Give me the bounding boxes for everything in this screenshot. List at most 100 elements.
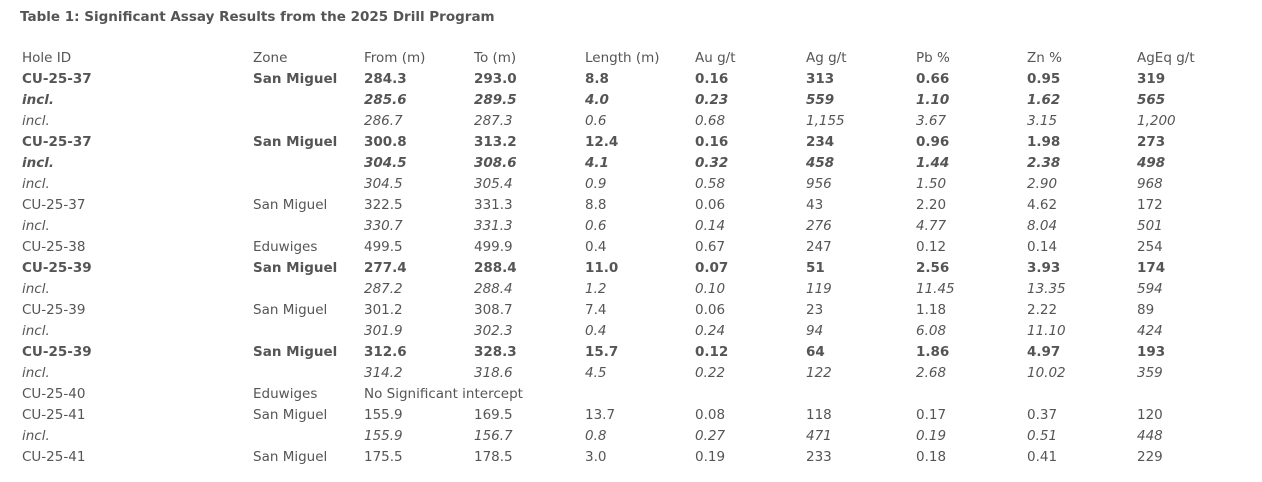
table-cell: 11.45	[916, 281, 955, 297]
table-cell: CU-25-37	[22, 197, 86, 213]
table-cell: 0.67	[695, 239, 726, 255]
table-cell: 0.10	[695, 281, 726, 297]
table-cell: 1,155	[806, 113, 845, 129]
table-cell: 301.2	[364, 302, 403, 318]
table-cell: 501	[1137, 218, 1163, 234]
table-cell: incl.	[22, 281, 50, 297]
table-cell: San Miguel	[253, 302, 328, 318]
table-cell	[251, 174, 362, 195]
column-header: From (m)	[364, 50, 426, 66]
header-row: Hole ID Zone From (m) To (m) Length (m) Au g/…	[20, 48, 1235, 69]
table-cell: 300.8	[364, 134, 407, 150]
table-cell: San Miguel	[253, 71, 338, 87]
table-cell: 1.44	[916, 155, 950, 171]
table-cell: 0.18	[916, 449, 947, 465]
table-cell: San Miguel	[253, 449, 328, 465]
table-cell: CU-25-41	[22, 407, 86, 423]
table-cell: 0.08	[695, 407, 726, 423]
table-cell: incl.	[22, 176, 50, 192]
table-cell	[251, 216, 362, 237]
table-cell: 288.4	[474, 281, 513, 297]
table-cell: 313	[806, 71, 835, 87]
table-cell: 594	[1137, 281, 1163, 297]
table-cell: 156.7	[474, 428, 513, 444]
table-cell: 956	[806, 176, 832, 192]
table-row: CU-25-37 San Miguel 300.8 313.2 12.4 0.16 234 0…	[20, 132, 1235, 153]
table-cell: 284.3	[364, 71, 407, 87]
table-cell: 233	[806, 449, 832, 465]
table-row: incl. 304.5 305.4 0.9 0.58 956 1.50 2.90 968	[20, 174, 1235, 195]
table-cell: 286.7	[364, 113, 403, 129]
table-cell: 0.16	[695, 71, 729, 87]
table-cell: 11.10	[1027, 323, 1066, 339]
table-cell: 565	[1137, 92, 1166, 108]
table-cell: 328.3	[474, 344, 517, 360]
table-cell: 0.6	[585, 113, 607, 129]
table-row: CU-25-41 San Miguel 155.9 169.5 13.7 0.08 118 0…	[20, 405, 1235, 426]
table-cell: 276	[806, 218, 832, 234]
table-cell: 304.5	[364, 176, 403, 192]
table-row: incl. 330.7 331.3 0.6 0.14 276 4.77 8.04 501	[20, 216, 1235, 237]
table-cell: 1.10	[916, 92, 950, 108]
table-cell: 172	[1137, 197, 1163, 213]
table-cell: 0.12	[695, 344, 729, 360]
table-cell: 193	[1137, 344, 1166, 360]
table-cell: CU-25-40	[22, 386, 86, 402]
table-cell: 0.12	[916, 239, 947, 255]
table-cell: 11.0	[585, 260, 619, 276]
table-cell: 13.7	[585, 407, 616, 423]
table-cell: Eduwiges	[253, 386, 318, 402]
table-cell	[251, 363, 362, 384]
table-cell: San Miguel	[253, 260, 338, 276]
table-cell: 155.9	[364, 407, 403, 423]
table-cell: 0.19	[916, 428, 947, 444]
table-cell: No Significant intercept	[364, 386, 523, 402]
table-cell: 448	[1137, 428, 1163, 444]
table-cell: Eduwiges	[253, 239, 318, 255]
table-cell: 1.18	[916, 302, 947, 318]
table-cell: 0.96	[916, 134, 950, 150]
table-cell: 0.22	[695, 365, 726, 381]
table-cell: 0.06	[695, 197, 726, 213]
table-cell: incl.	[22, 323, 50, 339]
table-cell: incl.	[22, 428, 50, 444]
table-cell: 0.14	[1027, 239, 1058, 255]
table-cell: 2.56	[916, 260, 950, 276]
table-cell: 0.17	[916, 407, 947, 423]
table-row: incl. 287.2 288.4 1.2 0.10 119 11.45 13.35 594	[20, 279, 1235, 300]
table-cell: 119	[806, 281, 832, 297]
column-header: Pb %	[916, 50, 950, 66]
table-row: CU-25-39 San Miguel 277.4 288.4 11.0 0.07 51 2.…	[20, 258, 1235, 279]
table-cell: 312.6	[364, 344, 407, 360]
table-cell: 23	[806, 302, 824, 318]
table-cell: 155.9	[364, 428, 403, 444]
column-header: Au g/t	[695, 50, 736, 66]
table-cell: 0.58	[695, 176, 726, 192]
table-cell: 0.9	[585, 176, 607, 192]
table-cell: 4.5	[585, 365, 607, 381]
table-cell: 331.3	[474, 218, 513, 234]
table-cell: 7.4	[585, 302, 607, 318]
table-cell: 287.3	[474, 113, 513, 129]
table-cell: 499.5	[364, 239, 403, 255]
table-cell: CU-25-41	[22, 449, 86, 465]
table-cell	[251, 153, 362, 174]
table-cell: 0.6	[585, 218, 607, 234]
column-header: Hole ID	[22, 50, 72, 66]
table-cell: CU-25-38	[22, 239, 86, 255]
table-cell: 2.68	[916, 365, 947, 381]
table-cell: 0.8	[585, 428, 607, 444]
table-cell: 273	[1137, 134, 1166, 150]
table-cell: 229	[1137, 449, 1163, 465]
table-body: CU-25-37 San Miguel 284.3 293.0 8.8 0.16 313 0.…	[20, 69, 1235, 468]
table-row: incl. 155.9 156.7 0.8 0.27 471 0.19 0.51 448	[20, 426, 1235, 447]
table-cell: 120	[1137, 407, 1163, 423]
table-cell: 4.0	[585, 92, 609, 108]
table-row: CU-25-39 San Miguel 312.6 328.3 15.7 0.12 64 1.…	[20, 342, 1235, 363]
table-cell: 1.50	[916, 176, 947, 192]
table-cell: CU-25-39	[22, 344, 92, 360]
column-header: AgEq g/t	[1137, 50, 1195, 66]
table-cell: 277.4	[364, 260, 407, 276]
table-row: CU-25-37 San Miguel 322.5 331.3 8.8 0.06 43 2.2…	[20, 195, 1235, 216]
table-cell	[251, 90, 362, 111]
